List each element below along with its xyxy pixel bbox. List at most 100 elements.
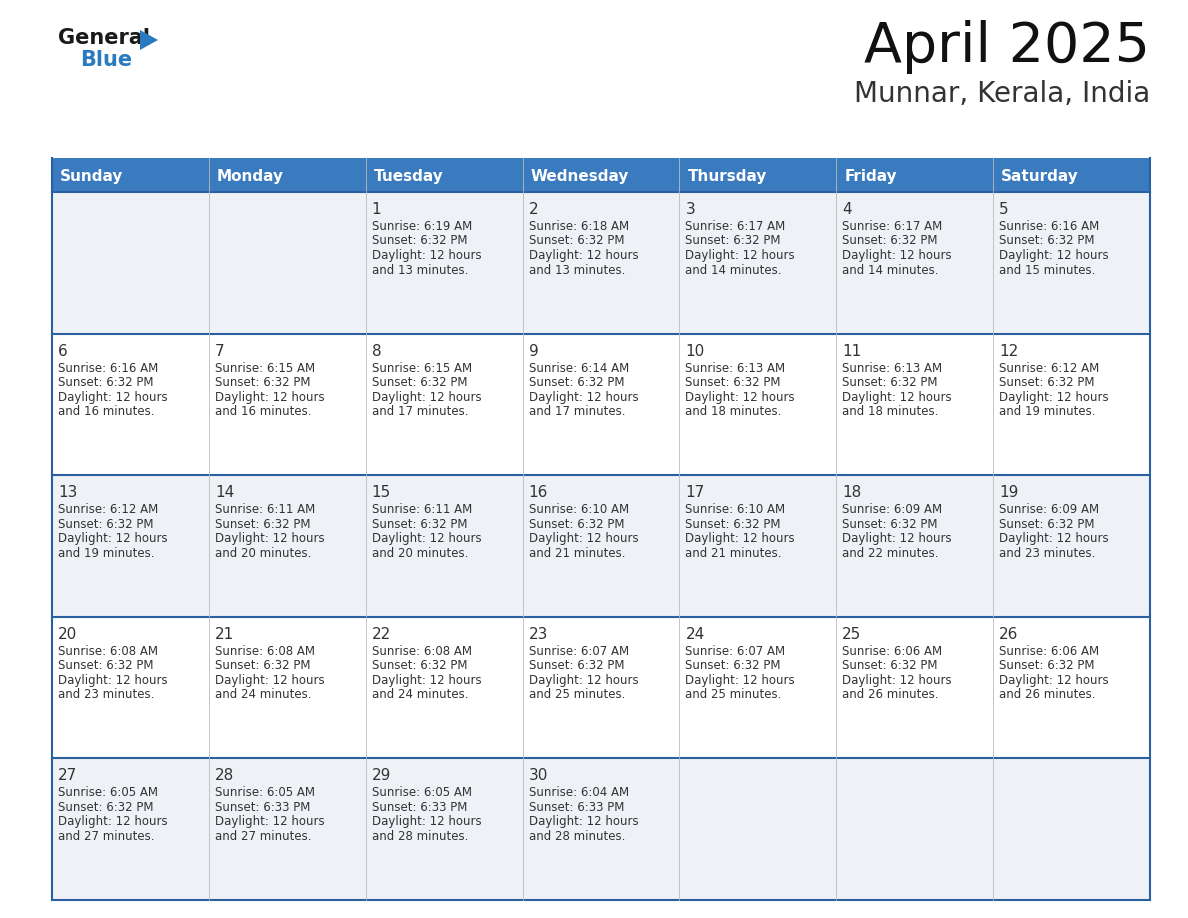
Bar: [52, 333, 209, 476]
Text: and 25 minutes.: and 25 minutes.: [529, 688, 625, 701]
Text: Sunrise: 6:11 AM: Sunrise: 6:11 AM: [215, 503, 315, 516]
Bar: [680, 333, 836, 476]
Text: 7: 7: [215, 343, 225, 359]
Text: Sunset: 6:32 PM: Sunset: 6:32 PM: [842, 376, 937, 389]
Text: and 14 minutes.: and 14 minutes.: [685, 263, 782, 276]
Text: Sunset: 6:32 PM: Sunset: 6:32 PM: [58, 518, 153, 531]
Text: Daylight: 12 hours: Daylight: 12 hours: [685, 390, 795, 404]
Text: Sunrise: 6:17 AM: Sunrise: 6:17 AM: [685, 220, 785, 233]
Text: Sunset: 6:32 PM: Sunset: 6:32 PM: [58, 800, 153, 814]
Text: and 26 minutes.: and 26 minutes.: [999, 688, 1095, 701]
Text: 3: 3: [685, 202, 695, 217]
Polygon shape: [140, 30, 158, 50]
Text: 13: 13: [58, 486, 77, 500]
Text: Saturday: Saturday: [1001, 169, 1079, 184]
Text: Daylight: 12 hours: Daylight: 12 hours: [999, 390, 1108, 404]
Text: Daylight: 12 hours: Daylight: 12 hours: [685, 674, 795, 687]
Text: Sunset: 6:33 PM: Sunset: 6:33 PM: [215, 800, 310, 814]
Text: and 27 minutes.: and 27 minutes.: [58, 830, 154, 843]
Text: Sunrise: 6:05 AM: Sunrise: 6:05 AM: [58, 787, 158, 800]
Bar: [680, 476, 836, 617]
Text: Sunrise: 6:12 AM: Sunrise: 6:12 AM: [999, 362, 1099, 375]
Text: Sunset: 6:32 PM: Sunset: 6:32 PM: [685, 234, 781, 248]
Bar: [209, 333, 366, 476]
Text: 4: 4: [842, 202, 852, 217]
Text: and 21 minutes.: and 21 minutes.: [529, 547, 625, 560]
Text: Munnar, Kerala, India: Munnar, Kerala, India: [854, 80, 1150, 108]
Bar: [680, 158, 836, 192]
Text: and 23 minutes.: and 23 minutes.: [999, 547, 1095, 560]
Bar: [209, 758, 366, 900]
Text: Sunrise: 6:05 AM: Sunrise: 6:05 AM: [215, 787, 315, 800]
Text: 25: 25: [842, 627, 861, 642]
Text: Friday: Friday: [845, 169, 897, 184]
Bar: [523, 758, 680, 900]
Text: 11: 11: [842, 343, 861, 359]
Text: Sunrise: 6:14 AM: Sunrise: 6:14 AM: [529, 362, 628, 375]
Bar: [993, 476, 1150, 617]
Text: and 19 minutes.: and 19 minutes.: [999, 405, 1095, 418]
Text: Sunrise: 6:09 AM: Sunrise: 6:09 AM: [999, 503, 1099, 516]
Text: Sunrise: 6:19 AM: Sunrise: 6:19 AM: [372, 220, 472, 233]
Text: Daylight: 12 hours: Daylight: 12 hours: [372, 815, 481, 828]
Bar: [366, 758, 523, 900]
Text: Sunset: 6:33 PM: Sunset: 6:33 PM: [529, 800, 624, 814]
Text: Sunset: 6:32 PM: Sunset: 6:32 PM: [529, 376, 624, 389]
Bar: [209, 158, 366, 192]
Text: Sunrise: 6:09 AM: Sunrise: 6:09 AM: [842, 503, 942, 516]
Text: Daylight: 12 hours: Daylight: 12 hours: [372, 390, 481, 404]
Text: Tuesday: Tuesday: [374, 169, 443, 184]
Bar: [52, 476, 209, 617]
Text: Daylight: 12 hours: Daylight: 12 hours: [372, 249, 481, 262]
Text: 26: 26: [999, 627, 1018, 642]
Text: Sunset: 6:32 PM: Sunset: 6:32 PM: [215, 518, 310, 531]
Bar: [836, 333, 993, 476]
Text: Sunrise: 6:08 AM: Sunrise: 6:08 AM: [372, 644, 472, 658]
Text: Sunset: 6:32 PM: Sunset: 6:32 PM: [372, 234, 467, 248]
Text: and 17 minutes.: and 17 minutes.: [372, 405, 468, 418]
Text: and 24 minutes.: and 24 minutes.: [215, 688, 311, 701]
Bar: [366, 333, 523, 476]
Text: 15: 15: [372, 486, 391, 500]
Bar: [366, 617, 523, 758]
Text: Sunset: 6:32 PM: Sunset: 6:32 PM: [215, 376, 310, 389]
Text: 24: 24: [685, 627, 704, 642]
Text: Sunset: 6:32 PM: Sunset: 6:32 PM: [685, 518, 781, 531]
Text: and 19 minutes.: and 19 minutes.: [58, 547, 154, 560]
Text: Sunday: Sunday: [61, 169, 124, 184]
Text: Sunset: 6:32 PM: Sunset: 6:32 PM: [215, 659, 310, 672]
Text: Thursday: Thursday: [688, 169, 766, 184]
Text: Sunset: 6:32 PM: Sunset: 6:32 PM: [58, 659, 153, 672]
Text: Sunset: 6:32 PM: Sunset: 6:32 PM: [529, 659, 624, 672]
Text: and 17 minutes.: and 17 minutes.: [529, 405, 625, 418]
Text: Sunrise: 6:16 AM: Sunrise: 6:16 AM: [999, 220, 1099, 233]
Text: Sunrise: 6:10 AM: Sunrise: 6:10 AM: [685, 503, 785, 516]
Bar: [523, 617, 680, 758]
Text: Daylight: 12 hours: Daylight: 12 hours: [215, 674, 324, 687]
Text: Daylight: 12 hours: Daylight: 12 hours: [58, 674, 168, 687]
Bar: [52, 158, 209, 192]
Text: and 22 minutes.: and 22 minutes.: [842, 547, 939, 560]
Text: Daylight: 12 hours: Daylight: 12 hours: [842, 249, 952, 262]
Text: 19: 19: [999, 486, 1018, 500]
Text: Daylight: 12 hours: Daylight: 12 hours: [529, 815, 638, 828]
Text: Daylight: 12 hours: Daylight: 12 hours: [529, 249, 638, 262]
Bar: [680, 617, 836, 758]
Bar: [523, 476, 680, 617]
Text: Sunrise: 6:07 AM: Sunrise: 6:07 AM: [685, 644, 785, 658]
Text: Daylight: 12 hours: Daylight: 12 hours: [842, 532, 952, 545]
Text: Sunrise: 6:05 AM: Sunrise: 6:05 AM: [372, 787, 472, 800]
Text: and 20 minutes.: and 20 minutes.: [372, 547, 468, 560]
Bar: [836, 617, 993, 758]
Bar: [52, 192, 209, 333]
Text: Sunrise: 6:10 AM: Sunrise: 6:10 AM: [529, 503, 628, 516]
Text: and 28 minutes.: and 28 minutes.: [529, 830, 625, 843]
Text: Daylight: 12 hours: Daylight: 12 hours: [58, 532, 168, 545]
Text: Sunrise: 6:04 AM: Sunrise: 6:04 AM: [529, 787, 628, 800]
Text: Daylight: 12 hours: Daylight: 12 hours: [842, 674, 952, 687]
Bar: [366, 476, 523, 617]
Bar: [993, 192, 1150, 333]
Text: and 13 minutes.: and 13 minutes.: [529, 263, 625, 276]
Text: and 20 minutes.: and 20 minutes.: [215, 547, 311, 560]
Text: Blue: Blue: [80, 50, 132, 70]
